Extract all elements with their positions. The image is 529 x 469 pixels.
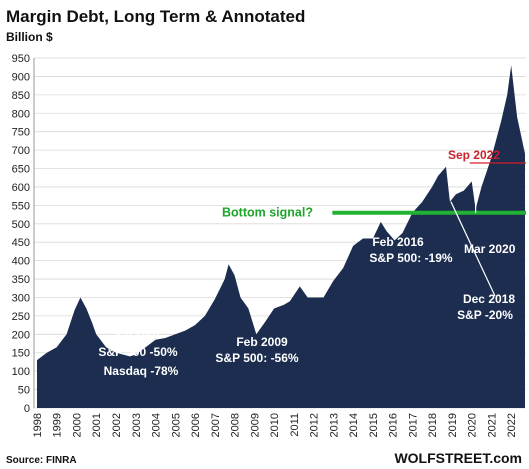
- y-tick-label: 300: [12, 292, 30, 304]
- x-tick-label: 2011: [289, 413, 301, 437]
- y-tick-label: 800: [12, 108, 30, 120]
- annotation-label: Feb 2016: [372, 235, 424, 249]
- x-tick-label: 2000: [71, 413, 83, 437]
- y-tick-label: 750: [12, 127, 30, 139]
- brand-watermark: WOLFSTREET.com: [394, 450, 522, 466]
- y-tick-labels: 0 50 100 150 200 250 300 350 400 450 500 550 600 650 7…: [12, 53, 30, 415]
- y-tick-label: 700: [12, 145, 30, 157]
- x-tick-label: 2013: [328, 413, 340, 437]
- y-tick-label: 100: [12, 366, 30, 378]
- x-tick-label: 2017: [407, 413, 419, 437]
- x-tick-label: 1999: [52, 413, 64, 437]
- x-tick-label: 2001: [91, 413, 103, 437]
- y-tick-label: 550: [12, 200, 30, 212]
- annotation-label: Sep 2022: [448, 148, 500, 162]
- x-tick-label: 2009: [249, 413, 261, 437]
- annotation-label: Sep 2002: [110, 326, 162, 340]
- y-tick-label: 500: [12, 219, 30, 231]
- x-tick-labels: 1998 1999 2000 2001 2002 2003 2004 2005 2006 2007…: [32, 413, 518, 437]
- annotation-label: Mar 2020: [464, 242, 516, 256]
- x-tick-label: 2008: [230, 413, 242, 437]
- x-tick-label: 2021: [486, 413, 498, 437]
- x-tick-label: 2019: [447, 413, 459, 437]
- x-tick-label: 2018: [427, 413, 439, 437]
- x-tick-label: 2020: [467, 413, 479, 437]
- annotation-label: S&P 500: -19%: [369, 251, 452, 265]
- annotations: Sep 2022 Bottom signal? Mar 2020 Feb 2016 S&…: [98, 148, 515, 378]
- x-tick-label: 2005: [170, 413, 182, 437]
- y-tick-label: 600: [12, 182, 30, 194]
- x-tick-label: 2022: [506, 413, 518, 437]
- x-tick-label: 1998: [32, 413, 44, 437]
- annotation-label: S&P -20%: [457, 308, 513, 322]
- y-tick-label: 250: [12, 311, 30, 323]
- annotation-label: Nasdaq -78%: [104, 364, 179, 378]
- y-tick-label: 150: [12, 348, 30, 360]
- y-axis-label: Billion $: [6, 30, 53, 44]
- y-tick-label: 950: [12, 53, 30, 65]
- x-tick-label: 2015: [368, 413, 380, 437]
- x-tick-label: 2014: [348, 413, 360, 437]
- x-tick-label: 2016: [388, 413, 400, 437]
- annotation-label: S&P 500 -50%: [98, 345, 177, 359]
- y-tick-label: 50: [18, 385, 30, 397]
- x-tick-label: 2004: [151, 413, 163, 437]
- y-tick-label: 350: [12, 274, 30, 286]
- annotation-label: S&P 500: -56%: [215, 351, 298, 365]
- y-tick-label: 200: [12, 329, 30, 341]
- margin-debt-area: [37, 65, 525, 409]
- x-tick-label: 2006: [190, 413, 202, 437]
- annotation-label: Feb 2009: [236, 335, 288, 349]
- x-tick-label: 2012: [309, 413, 321, 437]
- y-tick-label: 900: [12, 71, 30, 83]
- x-tick-label: 2007: [210, 413, 222, 437]
- chart-title: Margin Debt, Long Term & Annotated: [6, 7, 305, 26]
- annotation-label: Dec 2018: [463, 292, 515, 306]
- y-tick-label: 850: [12, 90, 30, 102]
- y-tick-label: 400: [12, 256, 30, 268]
- y-tick-label: 0: [24, 403, 30, 415]
- x-tick-label: 2002: [111, 413, 123, 437]
- annotation-label: Bottom signal?: [222, 206, 313, 220]
- x-tick-label: 2010: [269, 413, 281, 437]
- source-label: Source: FINRA: [6, 455, 77, 466]
- dec-2018-pointer: [450, 201, 496, 297]
- y-tick-label: 450: [12, 237, 30, 249]
- y-tick-label: 650: [12, 164, 30, 176]
- x-tick-label: 2003: [131, 413, 143, 437]
